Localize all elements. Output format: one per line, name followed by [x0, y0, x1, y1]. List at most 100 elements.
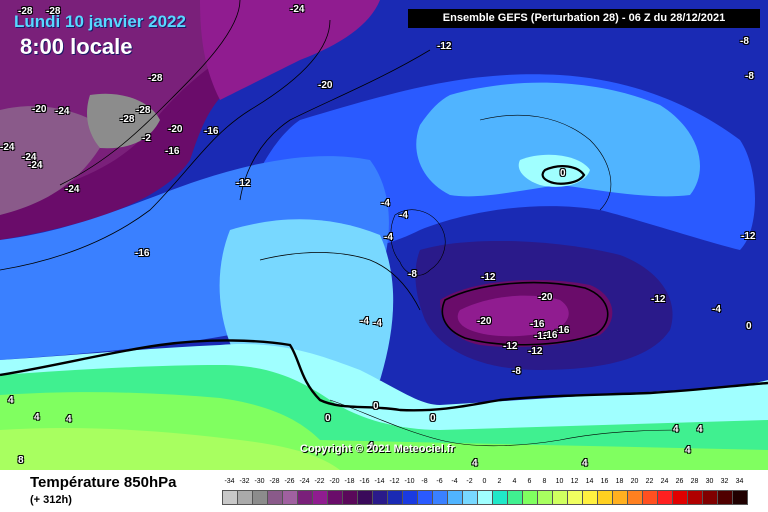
legend-tick-label: -8 — [421, 478, 428, 485]
isotherm-label: -20 — [538, 292, 553, 303]
legend-tick-label: -12 — [389, 478, 400, 485]
isotherm-label: 4 — [66, 414, 72, 425]
isotherm-label: -8 — [408, 269, 417, 280]
legend-color-cell — [582, 490, 598, 505]
isotherm-label: -4 — [360, 316, 369, 327]
legend-color-cell — [477, 490, 493, 505]
isotherm-label: -16 — [165, 146, 180, 157]
isotherm-label: -8 — [740, 36, 749, 47]
isotherm-label: -4 — [373, 318, 382, 329]
legend-tick-label: 6 — [527, 478, 532, 485]
legend-color-cell — [702, 490, 718, 505]
legend-color-cell — [522, 490, 538, 505]
isotherm-label: -24 — [290, 4, 305, 15]
isotherm-label: 8 — [18, 455, 24, 466]
model-run-info: Ensemble GEFS (Perturbation 28) - 06 Z d… — [408, 9, 760, 28]
isotherm-label: 0 — [430, 413, 436, 424]
legend-tick-label: 0 — [482, 478, 487, 485]
legend-tick-label: -26 — [284, 478, 295, 485]
isotherm-label: 4 — [697, 424, 703, 435]
isotherm-label: 0 — [560, 168, 566, 179]
legend-color-cell — [717, 490, 733, 505]
isotherm-label: -8 — [512, 366, 521, 377]
isotherm-label: 4 — [472, 458, 478, 469]
legend-tick-label: -30 — [254, 478, 265, 485]
isotherm-label: -12 — [651, 294, 666, 305]
legend-tick-label: -18 — [344, 478, 355, 485]
legend-color-cell — [222, 490, 238, 505]
legend-tick-label: 24 — [660, 478, 669, 485]
isotherm-label: -24 — [0, 142, 15, 153]
isotherm-label: 0 — [325, 413, 331, 424]
legend-tick-label: 22 — [645, 478, 654, 485]
legend-tick-label: -16 — [359, 478, 370, 485]
isotherm-label: -28 — [136, 105, 151, 116]
legend-tick-label: 34 — [735, 478, 744, 485]
isotherm-label: -24 — [65, 184, 80, 195]
isotherm-label: -12 — [437, 41, 452, 52]
variable-title: Température 850hPa — [30, 474, 177, 491]
isotherm-label: -28 — [148, 73, 163, 84]
legend-tick-label: -6 — [436, 478, 443, 485]
isotherm-label: 4 — [685, 445, 691, 456]
legend-color-cell — [237, 490, 253, 505]
isotherm-label: -16 — [543, 330, 558, 341]
legend-color-cell — [507, 490, 523, 505]
legend-color-cell — [312, 490, 328, 505]
legend-tick-label: 30 — [705, 478, 714, 485]
legend-tick-label: 28 — [690, 478, 699, 485]
legend-tick-label: 32 — [720, 478, 729, 485]
isotherm-label: -20 — [32, 104, 47, 115]
isotherm-label: -12 — [481, 272, 496, 283]
legend-color-cell — [342, 490, 358, 505]
legend-tick-label: -28 — [269, 478, 280, 485]
isotherm-label: -4 — [712, 304, 721, 315]
isotherm-label: -2 — [142, 133, 151, 144]
isotherm-label: -16 — [555, 325, 570, 336]
legend-tick-label: -4 — [451, 478, 458, 485]
legend-color-cell — [417, 490, 433, 505]
isotherm-label: -12 — [741, 231, 756, 242]
legend-color-cell — [402, 490, 418, 505]
legend-color-cell — [642, 490, 658, 505]
isotherm-label: 0 — [373, 401, 379, 412]
legend-color-cell — [462, 490, 478, 505]
legend-tick-label: -34 — [224, 478, 235, 485]
isotherm-label: -8 — [745, 71, 754, 82]
legend-tick-label: 16 — [600, 478, 609, 485]
legend-color-cell — [492, 490, 508, 505]
legend-color-cell — [657, 490, 673, 505]
isotherm-label: -28 — [46, 6, 61, 17]
legend-tick-label: 10 — [555, 478, 564, 485]
legend-tick-label: -2 — [466, 478, 473, 485]
forecast-time: 8:00 locale — [20, 34, 133, 59]
isotherm-label: -20 — [318, 80, 333, 91]
legend-color-cell — [672, 490, 688, 505]
isotherm-label: -28 — [120, 114, 135, 125]
legend-tick-label: 20 — [630, 478, 639, 485]
legend-color-cell — [327, 490, 343, 505]
temperature-map — [0, 0, 768, 470]
legend-color-cell — [567, 490, 583, 505]
forecast-date: Lundi 10 janvier 2022 — [14, 12, 186, 31]
legend-color-cell — [297, 490, 313, 505]
isotherm-label: -4 — [384, 232, 393, 243]
legend-color-cell — [612, 490, 628, 505]
legend-tick-label: -20 — [329, 478, 340, 485]
legend-color-cell — [627, 490, 643, 505]
isotherm-label: -4 — [381, 198, 390, 209]
legend-panel: Température 850hPa (+ 312h) -34 -32 -30 -28… — [0, 470, 768, 512]
isotherm-label: -16 — [135, 248, 150, 259]
isotherm-label: -24 — [28, 160, 43, 171]
copyright-notice: Copyright © 2021 Meteociel.fr — [300, 443, 455, 455]
legend-tick-label: 2 — [497, 478, 502, 485]
isotherm-label: -12 — [534, 331, 549, 342]
legend-color-cell — [597, 490, 613, 505]
isotherm-label: 0 — [746, 321, 752, 332]
legend-color-cell — [267, 490, 283, 505]
legend-tick-label: 4 — [512, 478, 517, 485]
legend-tick-label: -10 — [404, 478, 415, 485]
isotherm-label: -20 — [477, 316, 492, 327]
isotherm-label: -16 — [204, 126, 219, 137]
isotherm-label: 4 — [34, 412, 40, 423]
